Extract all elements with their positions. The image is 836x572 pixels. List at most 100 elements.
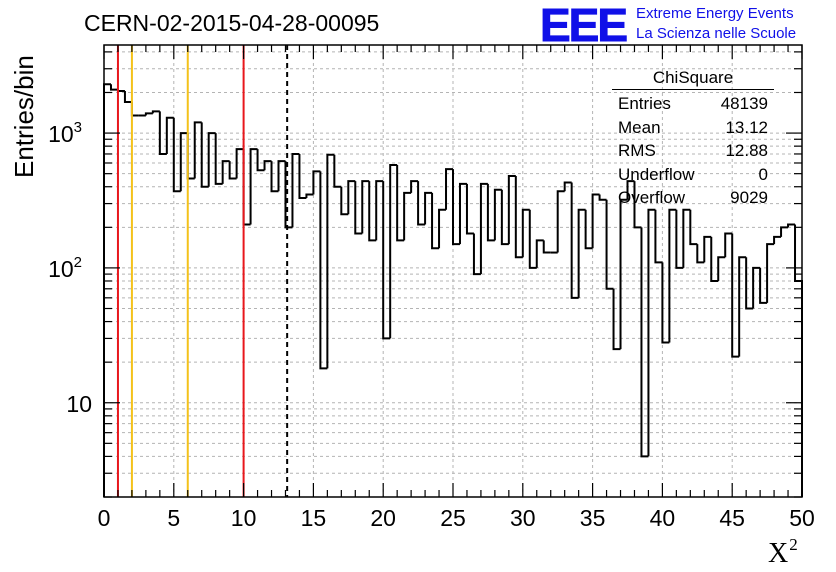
histogram-bin: [745, 257, 754, 310]
histogram-bin: [445, 168, 453, 210]
x-tick-label: 25: [440, 505, 466, 531]
stats-value: 0: [758, 164, 768, 184]
histogram-bin: [724, 232, 733, 258]
x-tick-label: 15: [301, 505, 327, 531]
stats-row-rms: RMS 12.88: [612, 139, 774, 163]
histogram-bin: [521, 208, 530, 258]
histogram-bin: [207, 132, 216, 187]
histogram-bin: [780, 226, 789, 237]
histogram-bin: [424, 191, 433, 225]
histogram-bin: [619, 198, 628, 350]
histogram-bin: [787, 223, 796, 228]
stats-title: ChiSquare: [612, 68, 774, 90]
y-tick-label: 102: [48, 254, 82, 282]
histogram-bin: [535, 239, 544, 268]
histogram-bin: [319, 171, 328, 370]
histogram-bin: [277, 160, 286, 192]
histogram-bin: [326, 153, 335, 369]
histogram-bin: [270, 161, 279, 193]
histogram-bin: [158, 111, 167, 155]
histogram-bin: [542, 240, 551, 254]
histogram-bin: [382, 181, 391, 340]
logo-line-1: Extreme Energy Events: [636, 5, 794, 22]
histogram-bin: [479, 182, 488, 275]
histogram-bin: [605, 199, 614, 290]
histogram-bin: [486, 183, 495, 242]
histogram-bin: [193, 121, 202, 179]
histogram-bin: [500, 189, 509, 246]
histogram-bin: [172, 117, 181, 193]
histogram-bin: [507, 175, 516, 245]
histogram-bin: [759, 267, 768, 304]
histogram-bin: [179, 132, 188, 192]
histogram-bin: [563, 181, 572, 192]
histogram-bin: [144, 112, 153, 116]
histogram-bin: [347, 180, 356, 215]
histogram-bin: [773, 235, 782, 245]
histogram-bin: [661, 262, 670, 344]
histogram-bin: [186, 133, 195, 180]
stats-row-mean: Mean 13.12: [612, 116, 774, 140]
histogram-bin: [389, 163, 398, 339]
plot-frame-layer: [103, 44, 803, 498]
stats-row-underflow: Underflow 0: [612, 163, 774, 187]
histogram-bin: [333, 154, 342, 188]
logo-line-2: La Scienza nelle Scuole: [636, 25, 797, 42]
stats-box: ChiSquare Entries 48139 Mean 13.12 RMS 1…: [612, 68, 774, 210]
histogram-bin: [116, 89, 125, 93]
stats-row-entries: Entries 48139: [612, 92, 774, 116]
histogram-bin: [752, 266, 761, 309]
histogram-bin: [703, 235, 712, 263]
histogram-bin: [654, 209, 663, 264]
histogram-bin: [528, 209, 537, 269]
histogram-bin: [361, 180, 370, 234]
histogram-bin: [668, 208, 677, 343]
histogram-bin: [591, 193, 600, 249]
histogram-bin: [452, 169, 460, 246]
histogram-bin: [228, 161, 237, 180]
stats-label: Entries: [618, 94, 671, 113]
x-tick-label: 20: [370, 505, 396, 531]
histogram-bin: [368, 181, 377, 242]
histogram-bin: [200, 122, 209, 188]
histogram-bin: [305, 193, 314, 198]
histogram-bin: [221, 160, 230, 184]
x-axis-label: X2: [768, 535, 798, 570]
histogram-bin: [410, 180, 419, 193]
histogram-bin: [682, 208, 691, 268]
histogram-bin: [263, 160, 272, 171]
histogram-bin: [312, 170, 321, 195]
x-tick-label: 45: [719, 505, 745, 531]
histogram-bin: [431, 192, 440, 250]
histogram-bin: [710, 236, 719, 282]
run-title: CERN-02-2015-04-28-00095: [84, 10, 380, 36]
histogram-bin: [472, 233, 481, 276]
stats-label: Underflow: [618, 164, 695, 184]
x-axis-label-exponent: 2: [789, 535, 798, 554]
histogram-bin: [577, 208, 586, 298]
histogram-bin: [689, 209, 698, 246]
histogram-bin: [633, 181, 642, 229]
y-tick-label: 10: [66, 391, 92, 417]
stats-row-overflow: Overflow 9029: [612, 186, 774, 210]
histogram-bin: [584, 209, 593, 250]
histogram-bin: [570, 182, 579, 299]
histogram-bin: [612, 288, 621, 351]
histogram-bin: [766, 243, 775, 303]
histogram-bin: [165, 116, 174, 154]
histogram-bin: [235, 148, 244, 179]
histogram-bin: [493, 188, 502, 241]
histogram-bin: [214, 133, 223, 185]
x-tick-label: 35: [580, 505, 606, 531]
histogram-bin: [598, 194, 607, 201]
histogram-bin: [375, 180, 384, 241]
histogram-bin: [284, 161, 293, 229]
histogram-bin: [738, 256, 747, 357]
histogram-bin: [340, 186, 349, 216]
histogram-bin: [123, 91, 132, 104]
eee-logo: EEE: [539, 0, 628, 51]
stats-label: Overflow: [618, 188, 686, 207]
histogram-bin: [151, 110, 160, 114]
x-axis-label-base: X: [768, 538, 789, 569]
histogram-bin: [417, 181, 426, 226]
